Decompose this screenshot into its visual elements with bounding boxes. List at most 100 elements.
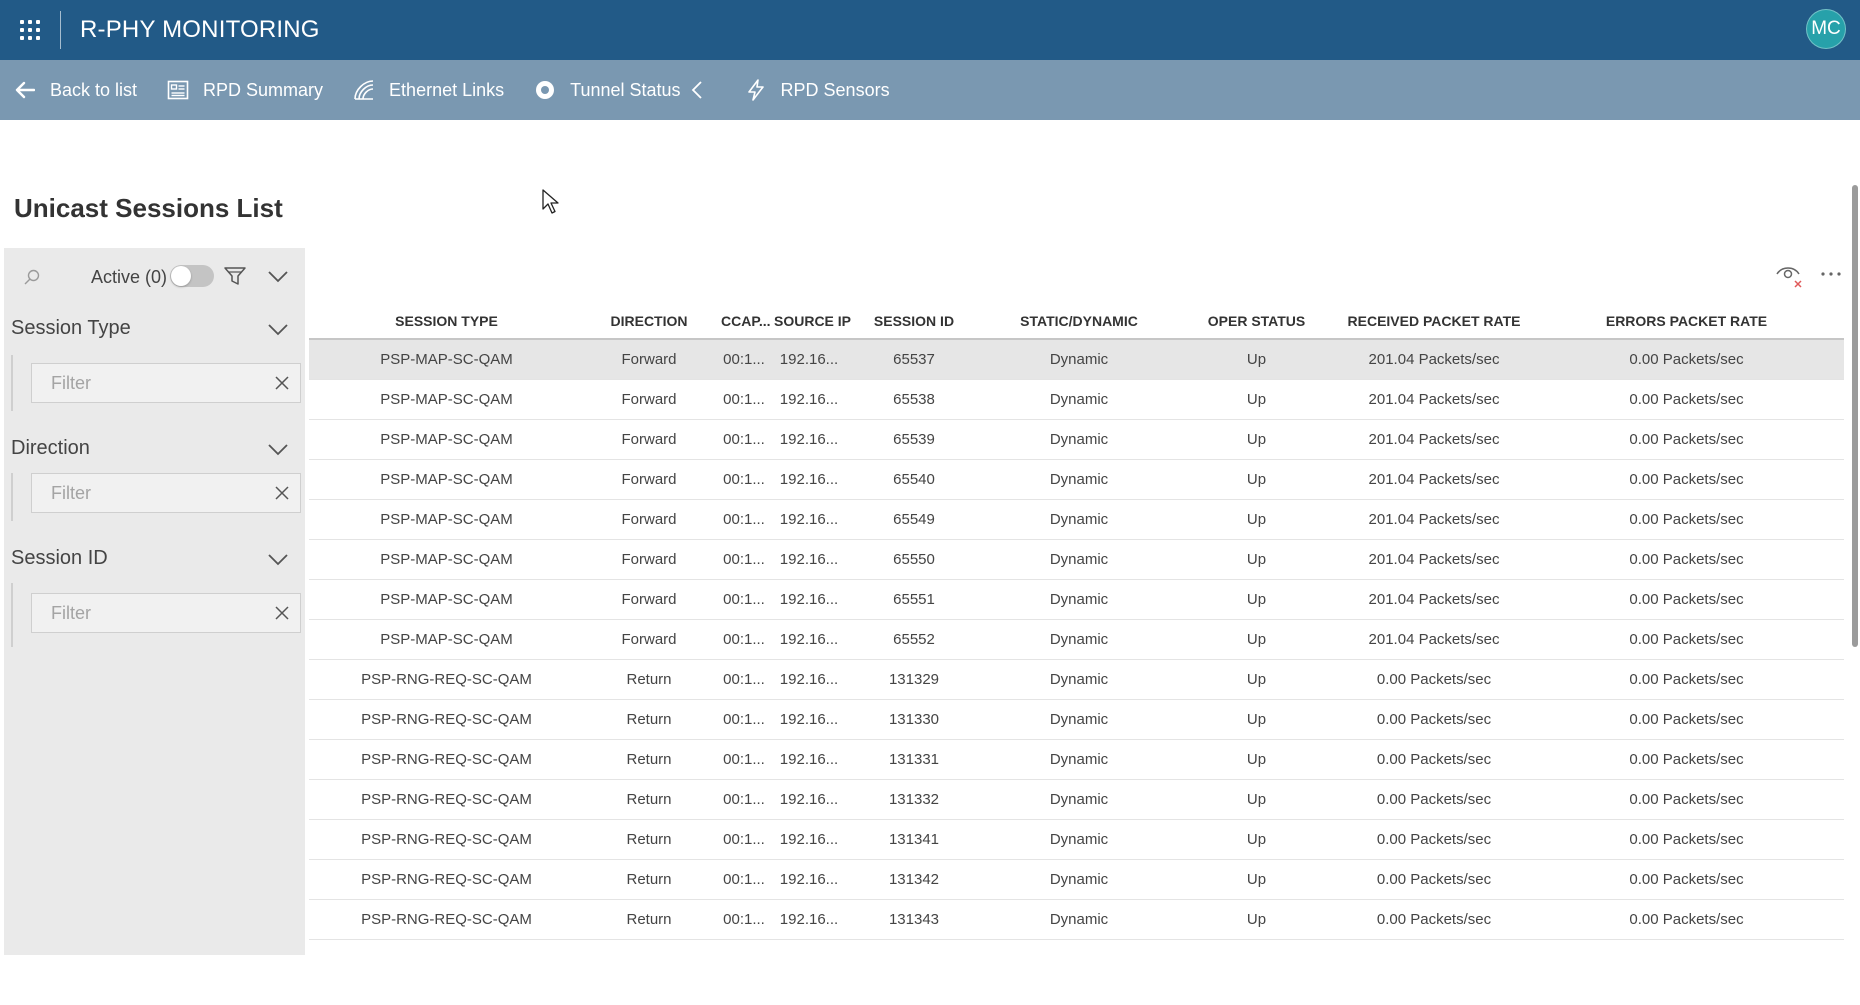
nav-rpd-sensors[interactable]: RPD Sensors (745, 79, 890, 101)
cell-source-ip: 192.16... (779, 751, 839, 768)
search-icon[interactable] (22, 267, 42, 287)
facet-title: Direction (11, 437, 90, 459)
table-row[interactable]: PSP-RNG-REQ-SC-QAM Return 00:1... 192.16...… (309, 900, 1844, 940)
cell-ccap: 00:1... (723, 791, 765, 808)
cell-received-rate: 201.04 Packets/sec (1368, 351, 1500, 368)
user-avatar[interactable]: MC (1806, 9, 1846, 49)
cell-session-type: PSP-MAP-SC-QAM (380, 631, 513, 648)
nav-tunnel-status[interactable]: Tunnel Status (534, 79, 702, 101)
chevron-down-icon[interactable] (266, 439, 290, 459)
close-icon[interactable] (274, 485, 290, 501)
cell-errors-rate: 0.00 Packets/sec (1629, 591, 1744, 608)
app-title: R-PHY MONITORING (80, 16, 320, 43)
cell-static-dynamic: Dynamic (1049, 351, 1109, 368)
column-header-source-ip[interactable]: SOURCE IP (774, 313, 852, 329)
cell-received-rate: 201.04 Packets/sec (1368, 471, 1500, 488)
nav-ethernet-links[interactable]: Ethernet Links (353, 79, 504, 101)
table-row[interactable]: PSP-MAP-SC-QAM Forward 00:1... 192.16... 655… (309, 500, 1844, 540)
chevron-down-icon[interactable] (266, 266, 290, 286)
table-row[interactable]: PSP-MAP-SC-QAM Forward 00:1... 192.16... 655… (309, 620, 1844, 660)
column-header-session-id[interactable]: SESSION ID (873, 313, 955, 329)
cell-source-ip: 192.16... (779, 351, 839, 368)
cell-session-id: 131331 (888, 751, 940, 768)
page-title: Unicast Sessions List (14, 193, 283, 223)
table-row[interactable]: PSP-RNG-REQ-SC-QAM Return 00:1... 192.16...… (309, 740, 1844, 780)
table-body: PSP-MAP-SC-QAM Forward 00:1... 192.16... 655… (309, 340, 1844, 940)
column-header-static-dynamic[interactable]: STATIC/DYNAMIC (1020, 313, 1138, 329)
session-id-filter-input[interactable] (32, 594, 252, 632)
cell-oper-status: Up (1246, 831, 1267, 848)
direction-filter-input[interactable] (32, 474, 252, 512)
cell-static-dynamic: Dynamic (1049, 391, 1109, 408)
table-row[interactable]: PSP-RNG-REQ-SC-QAM Return 00:1... 192.16...… (309, 660, 1844, 700)
cell-session-type: PSP-RNG-REQ-SC-QAM (361, 831, 532, 848)
table-row[interactable]: PSP-RNG-REQ-SC-QAM Return 00:1... 192.16...… (309, 820, 1844, 860)
visibility-off-icon[interactable] (1774, 262, 1804, 290)
nav-label-ethernet: Ethernet Links (389, 79, 505, 100)
page-scrollbar[interactable] (1852, 185, 1858, 647)
column-header-ccap[interactable]: CCAP... (721, 313, 771, 329)
detail-nav-bar: Back to list RPD Summary Ethernet Links … (0, 60, 1860, 120)
nav-rpd-summary[interactable]: RPD Summary (167, 79, 323, 101)
table-row[interactable]: PSP-MAP-SC-QAM Forward 00:1... 192.16... 655… (309, 540, 1844, 580)
cell-direction: Forward (621, 431, 677, 448)
app-launcher-icon[interactable] (0, 0, 60, 60)
table-row[interactable]: PSP-RNG-REQ-SC-QAM Return 00:1... 192.16...… (309, 700, 1844, 740)
facet-title: Session ID (11, 547, 108, 569)
cell-session-id: 65551 (893, 591, 935, 608)
cell-oper-status: Up (1246, 711, 1267, 728)
cell-oper-status: Up (1246, 911, 1267, 928)
table-row[interactable]: PSP-RNG-REQ-SC-QAM Return 00:1... 192.16...… (309, 860, 1844, 900)
cell-received-rate: 201.04 Packets/sec (1368, 511, 1500, 528)
cell-session-type: PSP-RNG-REQ-SC-QAM (361, 871, 532, 888)
cell-static-dynamic: Dynamic (1049, 471, 1109, 488)
more-options-icon[interactable] (1819, 262, 1843, 286)
cell-static-dynamic: Dynamic (1049, 791, 1109, 808)
column-header-session-type[interactable]: SESSION TYPE (395, 313, 498, 329)
column-header-direction[interactable]: DIRECTION (610, 313, 688, 329)
chevron-left-icon[interactable] (691, 80, 703, 100)
cell-source-ip: 192.16... (779, 471, 839, 488)
cell-errors-rate: 0.00 Packets/sec (1629, 711, 1744, 728)
chevron-down-icon[interactable] (266, 319, 290, 339)
cell-errors-rate: 0.00 Packets/sec (1629, 911, 1744, 928)
chevron-down-icon[interactable] (266, 549, 290, 569)
active-filters-toggle[interactable] (170, 265, 214, 287)
cell-session-id: 65549 (893, 511, 935, 528)
table-row[interactable]: PSP-MAP-SC-QAM Forward 00:1... 192.16... 655… (309, 340, 1844, 380)
cell-session-type: PSP-RNG-REQ-SC-QAM (361, 911, 532, 928)
cell-session-id: 131343 (888, 911, 940, 928)
close-icon[interactable] (274, 605, 290, 621)
cell-received-rate: 201.04 Packets/sec (1368, 551, 1500, 568)
facet-divider (11, 583, 13, 647)
column-header-received-packet-rate[interactable]: RECEIVED PACKET RATE (1347, 313, 1521, 329)
cell-errors-rate: 0.00 Packets/sec (1629, 391, 1744, 408)
filter-funnel-icon[interactable] (222, 264, 248, 288)
column-header-errors-packet-rate[interactable]: ERRORS PACKET RATE (1605, 313, 1768, 329)
cell-ccap: 00:1... (723, 711, 765, 728)
table-row[interactable]: PSP-MAP-SC-QAM Forward 00:1... 192.16... 655… (309, 420, 1844, 460)
table-row[interactable]: PSP-MAP-SC-QAM Forward 00:1... 192.16... 655… (309, 460, 1844, 500)
cell-source-ip: 192.16... (779, 711, 839, 728)
cell-ccap: 00:1... (723, 671, 765, 688)
column-header-oper-status[interactable]: OPER STATUS (1207, 313, 1306, 329)
cell-static-dynamic: Dynamic (1049, 511, 1109, 528)
table-row[interactable]: PSP-MAP-SC-QAM Forward 00:1... 192.16... 655… (309, 380, 1844, 420)
cell-direction: Return (626, 711, 672, 728)
cell-session-type: PSP-RNG-REQ-SC-QAM (361, 671, 532, 688)
cell-errors-rate: 0.00 Packets/sec (1629, 511, 1744, 528)
tunnel-icon (534, 79, 556, 101)
close-icon[interactable] (274, 375, 290, 391)
table-row[interactable]: PSP-MAP-SC-QAM Forward 00:1... 192.16... 655… (309, 580, 1844, 620)
cell-received-rate: 0.00 Packets/sec (1376, 671, 1492, 688)
table-row[interactable]: PSP-RNG-REQ-SC-QAM Return 00:1... 192.16...… (309, 780, 1844, 820)
cell-received-rate: 0.00 Packets/sec (1376, 831, 1492, 848)
cell-static-dynamic: Dynamic (1049, 871, 1109, 888)
cell-oper-status: Up (1246, 671, 1267, 688)
nav-label-sensors: RPD Sensors (780, 79, 890, 100)
sessions-grid: SESSION TYPE DIRECTION CCAP... SOURCE IP… (309, 248, 1844, 955)
cell-static-dynamic: Dynamic (1049, 671, 1109, 688)
cell-ccap: 00:1... (723, 591, 765, 608)
back-to-list-link[interactable]: Back to list (14, 79, 137, 101)
session-type-filter-input[interactable] (32, 364, 252, 402)
